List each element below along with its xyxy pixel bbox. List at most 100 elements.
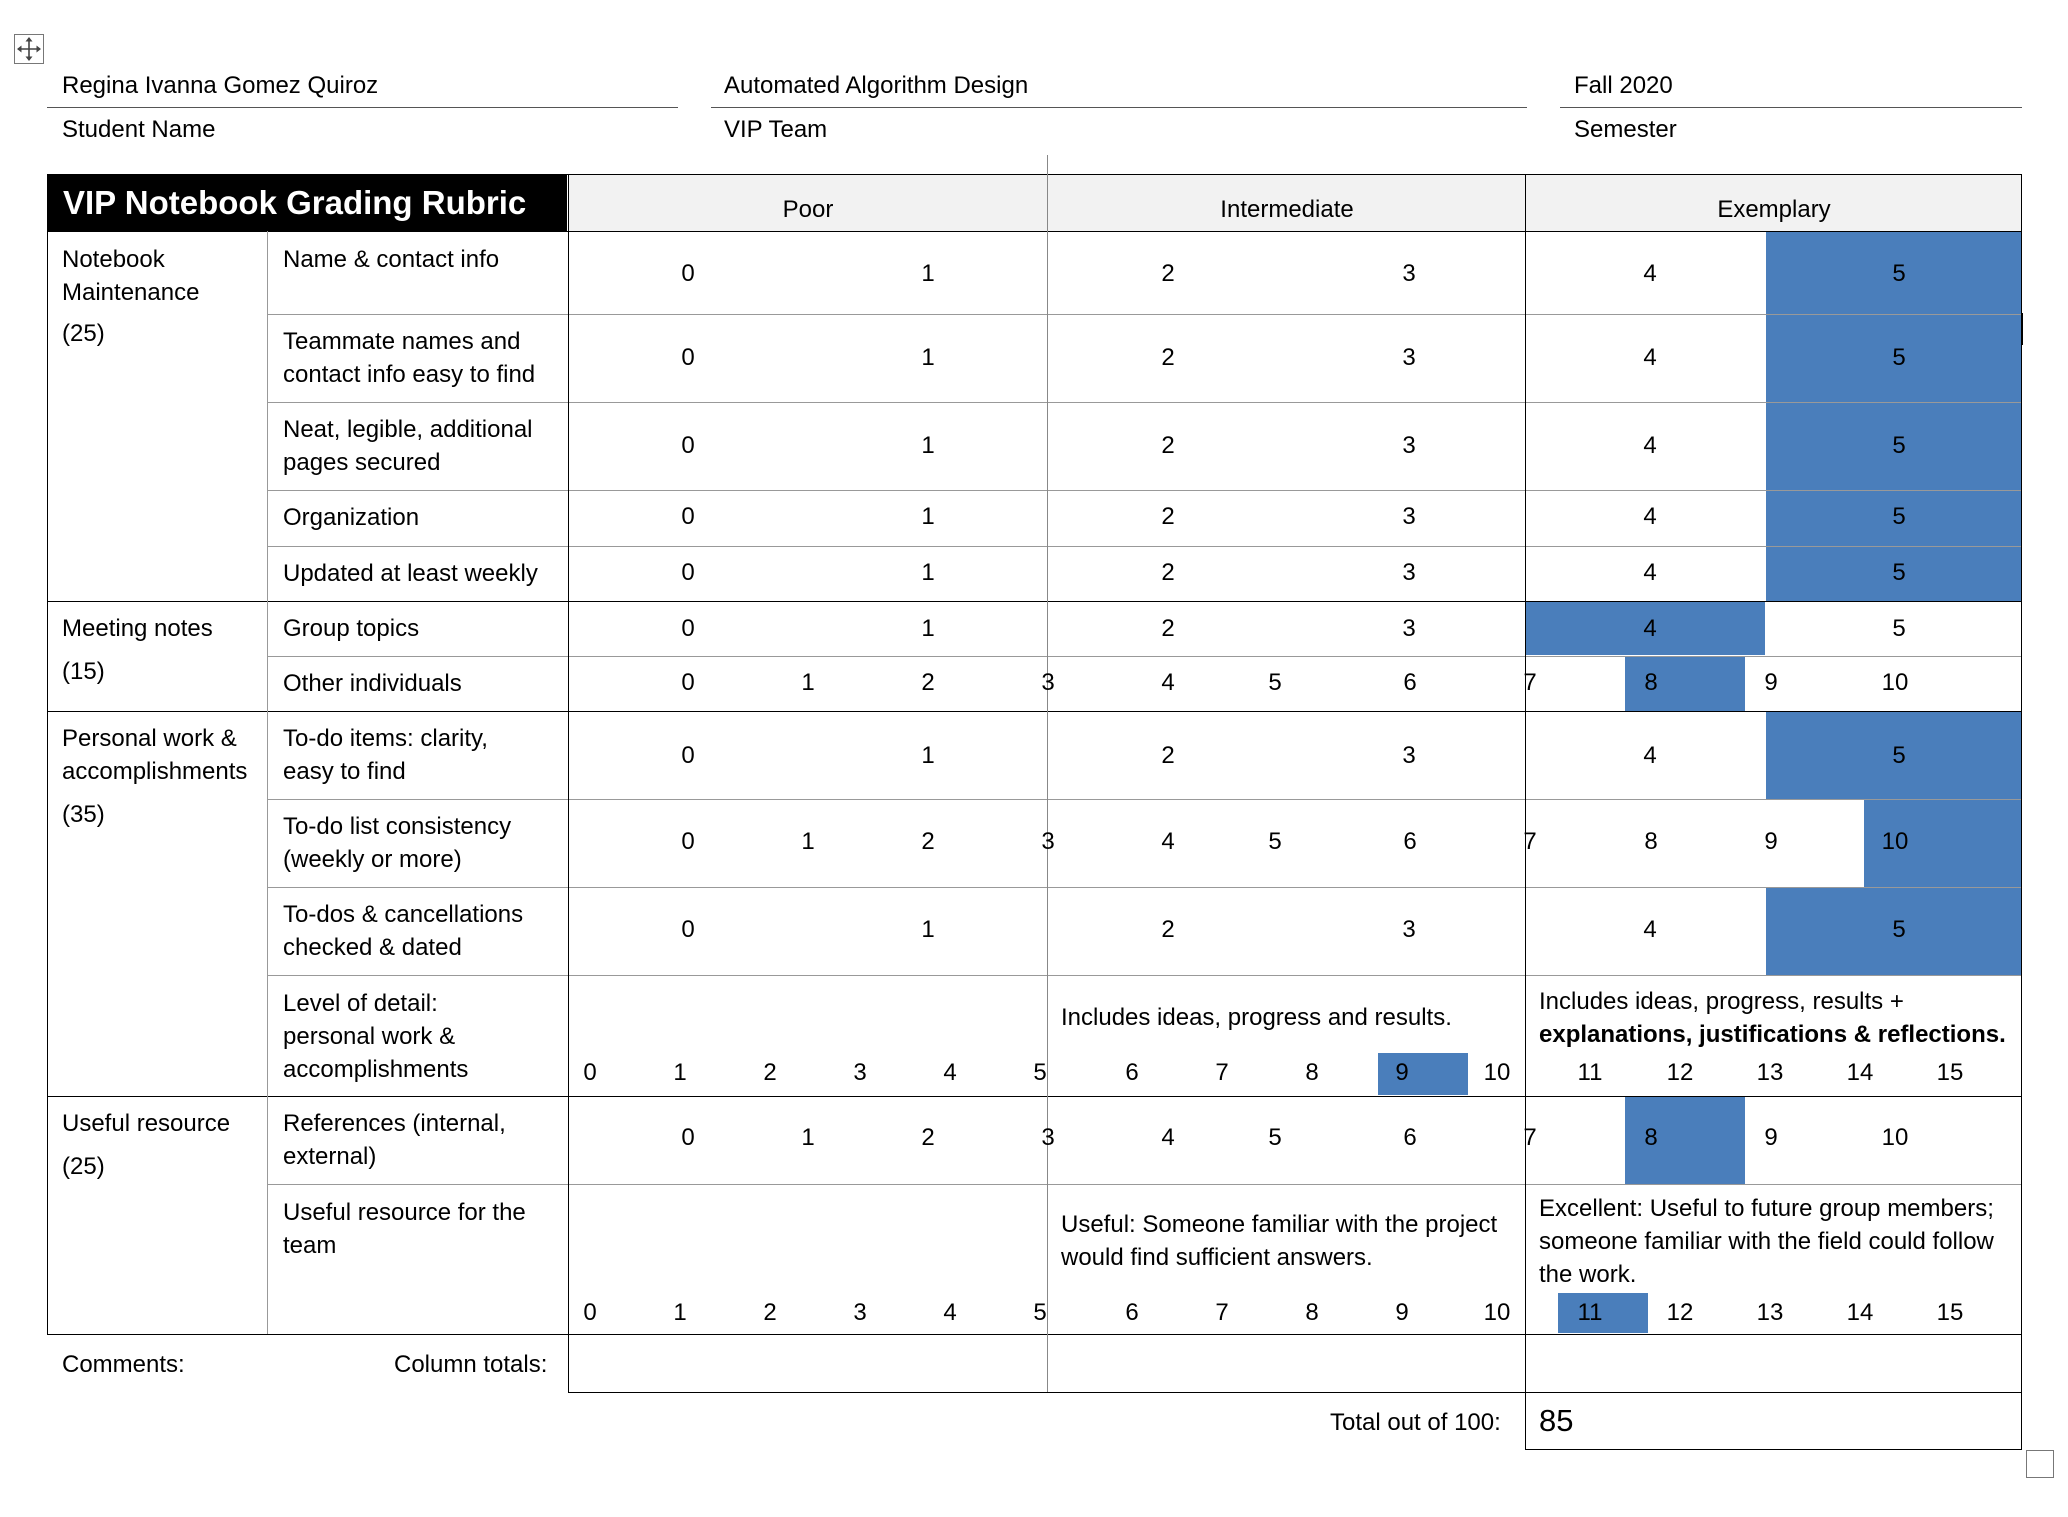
score-option[interactable]: 4 xyxy=(1161,669,1175,696)
score-option[interactable]: 8 xyxy=(1305,1299,1319,1326)
total-value[interactable]: 85 xyxy=(1539,1403,1574,1438)
score-option[interactable]: 2 xyxy=(1161,559,1175,586)
score-option[interactable]: 1 xyxy=(921,432,935,459)
score-option[interactable]: 6 xyxy=(1125,1299,1139,1326)
score-option[interactable]: 8 xyxy=(1644,1124,1658,1151)
score-option[interactable]: 10 xyxy=(1881,669,1909,696)
score-option[interactable]: 3 xyxy=(1402,615,1416,642)
score-option[interactable]: 4 xyxy=(943,1059,957,1086)
score-option[interactable]: 4 xyxy=(1161,1124,1175,1151)
score-option[interactable]: 0 xyxy=(583,1059,597,1086)
score-option[interactable]: 3 xyxy=(1402,916,1416,943)
score-option[interactable]: 1 xyxy=(673,1299,687,1326)
score-option[interactable]: 5 xyxy=(1033,1059,1047,1086)
score-option[interactable]: 2 xyxy=(1161,260,1175,287)
score-option[interactable]: 9 xyxy=(1764,669,1778,696)
score-option[interactable]: 3 xyxy=(1402,503,1416,530)
score-option[interactable]: 10 xyxy=(1881,828,1909,855)
score-option[interactable]: 10 xyxy=(1881,1124,1909,1151)
score-option[interactable]: 5 xyxy=(1892,742,1906,769)
score-option[interactable]: 2 xyxy=(921,1124,935,1151)
score-option[interactable]: 2 xyxy=(1161,503,1175,530)
score-option[interactable]: 6 xyxy=(1403,828,1417,855)
score-option[interactable]: 13 xyxy=(1756,1059,1784,1086)
score-option[interactable]: 0 xyxy=(681,742,695,769)
score-option[interactable]: 1 xyxy=(921,742,935,769)
score-option[interactable]: 8 xyxy=(1305,1059,1319,1086)
score-option[interactable]: 6 xyxy=(1125,1059,1139,1086)
score-option[interactable]: 3 xyxy=(1402,344,1416,371)
score-option[interactable]: 1 xyxy=(921,559,935,586)
score-option[interactable]: 0 xyxy=(681,1124,695,1151)
score-option[interactable]: 4 xyxy=(1643,742,1657,769)
score-option[interactable]: 1 xyxy=(921,344,935,371)
score-option[interactable]: 0 xyxy=(681,344,695,371)
score-option[interactable]: 2 xyxy=(1161,344,1175,371)
score-option[interactable]: 7 xyxy=(1523,669,1537,696)
score-option[interactable]: 9 xyxy=(1764,828,1778,855)
score-option[interactable]: 3 xyxy=(853,1059,867,1086)
score-option[interactable]: 2 xyxy=(1161,916,1175,943)
score-option[interactable]: 5 xyxy=(1268,828,1282,855)
score-option[interactable]: 0 xyxy=(681,559,695,586)
score-option[interactable]: 7 xyxy=(1523,828,1537,855)
score-option[interactable]: 12 xyxy=(1666,1059,1694,1086)
score-option[interactable]: 3 xyxy=(853,1299,867,1326)
score-option[interactable]: 12 xyxy=(1666,1299,1694,1326)
score-option[interactable]: 15 xyxy=(1936,1299,1964,1326)
score-option[interactable]: 6 xyxy=(1403,669,1417,696)
score-option[interactable]: 8 xyxy=(1644,828,1658,855)
score-option[interactable]: 5 xyxy=(1892,503,1906,530)
score-option[interactable]: 14 xyxy=(1846,1299,1874,1326)
score-option[interactable]: 4 xyxy=(1643,503,1657,530)
score-option[interactable]: 9 xyxy=(1395,1059,1409,1086)
score-option[interactable]: 7 xyxy=(1523,1124,1537,1151)
score-option[interactable]: 4 xyxy=(1161,828,1175,855)
score-option[interactable]: 0 xyxy=(681,828,695,855)
score-option[interactable]: 3 xyxy=(1402,559,1416,586)
score-option[interactable]: 3 xyxy=(1402,742,1416,769)
score-option[interactable]: 5 xyxy=(1892,916,1906,943)
score-option[interactable]: 1 xyxy=(921,503,935,530)
score-option[interactable]: 2 xyxy=(1161,742,1175,769)
score-option[interactable]: 2 xyxy=(921,828,935,855)
score-option[interactable]: 5 xyxy=(1892,344,1906,371)
score-option[interactable]: 0 xyxy=(681,432,695,459)
score-option[interactable]: 1 xyxy=(673,1059,687,1086)
score-option[interactable]: 9 xyxy=(1764,1124,1778,1151)
score-option[interactable]: 1 xyxy=(801,669,815,696)
score-option[interactable]: 5 xyxy=(1033,1299,1047,1326)
score-option[interactable]: 1 xyxy=(921,260,935,287)
score-option[interactable]: 5 xyxy=(1268,1124,1282,1151)
score-option[interactable]: 1 xyxy=(801,1124,815,1151)
score-option[interactable]: 4 xyxy=(1643,559,1657,586)
score-option[interactable]: 3 xyxy=(1402,432,1416,459)
score-option[interactable]: 2 xyxy=(763,1299,777,1326)
score-option[interactable]: 5 xyxy=(1892,559,1906,586)
score-option[interactable]: 6 xyxy=(1403,1124,1417,1151)
score-option[interactable]: 3 xyxy=(1402,260,1416,287)
score-option[interactable]: 8 xyxy=(1644,669,1658,696)
score-option[interactable]: 0 xyxy=(681,916,695,943)
score-option[interactable]: 4 xyxy=(1643,916,1657,943)
score-option[interactable]: 0 xyxy=(681,260,695,287)
score-option[interactable]: 0 xyxy=(681,615,695,642)
score-option[interactable]: 11 xyxy=(1577,1059,1603,1086)
score-option[interactable]: 0 xyxy=(681,669,695,696)
score-option[interactable]: 10 xyxy=(1483,1299,1511,1326)
score-option[interactable]: 4 xyxy=(1643,260,1657,287)
score-option[interactable]: 3 xyxy=(1041,828,1055,855)
score-option[interactable]: 4 xyxy=(943,1299,957,1326)
score-option[interactable]: 5 xyxy=(1892,615,1906,642)
score-option[interactable]: 3 xyxy=(1041,1124,1055,1151)
score-option[interactable]: 13 xyxy=(1756,1299,1784,1326)
score-option[interactable]: 5 xyxy=(1268,669,1282,696)
score-option[interactable]: 2 xyxy=(921,669,935,696)
score-option[interactable]: 4 xyxy=(1643,432,1657,459)
score-option[interactable]: 1 xyxy=(801,828,815,855)
score-option[interactable]: 3 xyxy=(1041,669,1055,696)
score-option[interactable]: 2 xyxy=(1161,615,1175,642)
score-option[interactable]: 9 xyxy=(1395,1299,1409,1326)
score-option[interactable]: 1 xyxy=(921,916,935,943)
score-option[interactable]: 10 xyxy=(1483,1059,1511,1086)
